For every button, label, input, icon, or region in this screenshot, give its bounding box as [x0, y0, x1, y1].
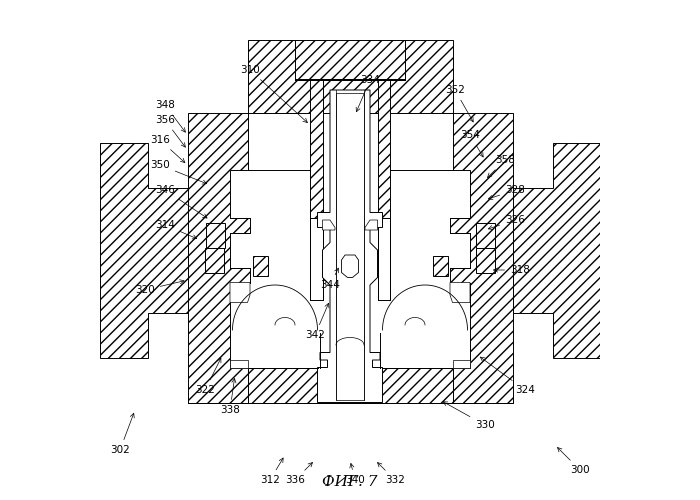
Polygon shape	[248, 40, 452, 113]
Text: 330: 330	[443, 402, 495, 430]
Text: 340: 340	[345, 464, 365, 485]
Bar	[433, 256, 447, 276]
Bar	[476, 248, 495, 272]
Bar	[253, 256, 267, 276]
Bar	[205, 248, 224, 272]
Text: 348: 348	[155, 100, 186, 132]
Polygon shape	[230, 360, 248, 368]
Text: 352: 352	[445, 85, 473, 122]
Text: 350: 350	[150, 160, 206, 184]
Text: 318: 318	[494, 265, 530, 275]
Text: 332: 332	[377, 462, 405, 485]
Polygon shape	[310, 40, 323, 218]
Text: 334: 334	[356, 75, 380, 112]
Text: 320: 320	[135, 280, 184, 295]
Text: 328: 328	[489, 185, 525, 200]
Polygon shape	[295, 40, 405, 80]
Bar	[476, 224, 495, 248]
Text: 356: 356	[155, 115, 186, 147]
Polygon shape	[377, 40, 390, 218]
Polygon shape	[230, 282, 250, 302]
Polygon shape	[310, 218, 323, 300]
Text: 342: 342	[305, 304, 329, 340]
Polygon shape	[450, 282, 470, 302]
Text: 316: 316	[150, 135, 185, 162]
Text: 324: 324	[480, 357, 535, 395]
Text: 358: 358	[487, 155, 515, 178]
Polygon shape	[318, 90, 382, 402]
Text: 336: 336	[285, 462, 312, 485]
Polygon shape	[452, 360, 470, 368]
Polygon shape	[512, 142, 600, 358]
Text: 344: 344	[320, 268, 340, 290]
Polygon shape	[450, 112, 512, 403]
Polygon shape	[100, 142, 188, 358]
Polygon shape	[248, 368, 452, 402]
Text: 312: 312	[260, 458, 284, 485]
Bar	[336, 92, 364, 400]
Polygon shape	[377, 218, 390, 300]
Text: ФИГ. 7: ФИГ. 7	[322, 476, 378, 490]
Polygon shape	[188, 112, 250, 403]
Polygon shape	[323, 220, 335, 230]
Text: 354: 354	[460, 130, 483, 157]
Bar	[295, 79, 405, 80]
Text: 314: 314	[155, 220, 197, 239]
Text: 338: 338	[220, 378, 240, 415]
Text: 302: 302	[110, 414, 134, 455]
Polygon shape	[365, 220, 377, 230]
Polygon shape	[342, 255, 358, 278]
Text: 310: 310	[240, 65, 307, 122]
Text: 346: 346	[155, 185, 207, 218]
Text: 300: 300	[557, 448, 590, 475]
Bar	[206, 224, 225, 248]
Text: 326: 326	[489, 215, 525, 230]
Text: 322: 322	[195, 358, 221, 395]
